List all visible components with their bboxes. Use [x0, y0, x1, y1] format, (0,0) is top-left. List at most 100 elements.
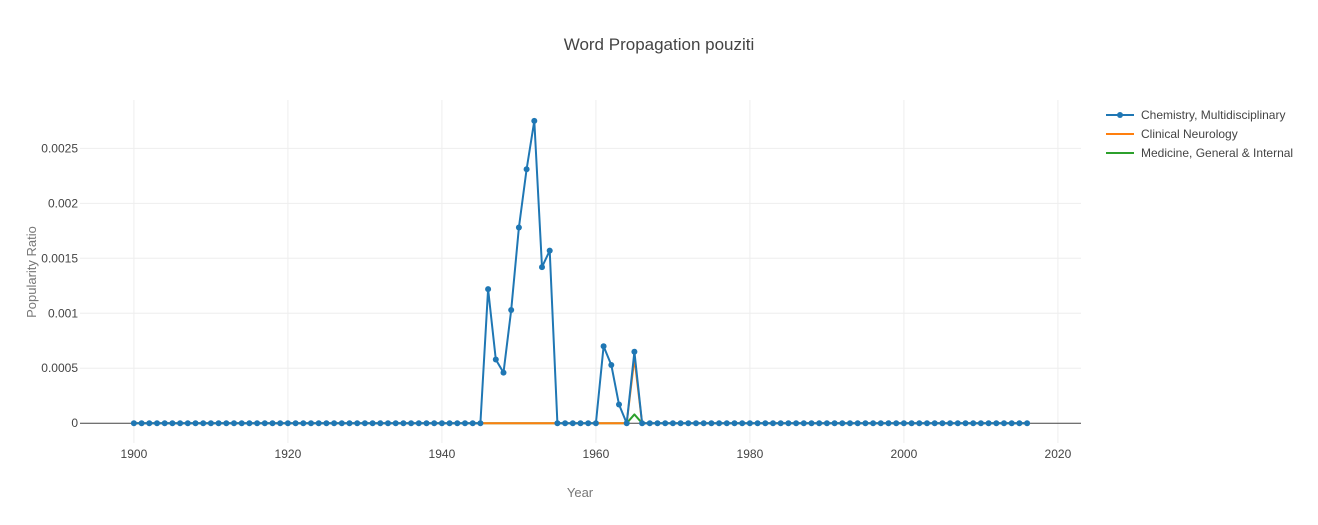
data-point — [315, 420, 322, 427]
legend-item[interactable]: Clinical Neurology — [1104, 124, 1314, 143]
data-point — [762, 420, 769, 427]
data-point — [431, 420, 438, 427]
data-point — [808, 420, 815, 427]
x-tick-label: 1960 — [583, 447, 610, 461]
y-axis: 0 0.0005 0.001 0.0015 0.002 0.0025 — [41, 141, 78, 430]
data-point — [454, 420, 461, 427]
data-point — [446, 420, 453, 427]
data-point — [693, 420, 699, 427]
x-tick-label: 1920 — [275, 447, 302, 461]
data-point — [993, 420, 1000, 427]
data-point — [816, 420, 823, 427]
data-point — [916, 420, 923, 427]
data-point — [231, 420, 237, 427]
data-point — [169, 420, 176, 427]
data-point — [338, 420, 345, 427]
y-tick-label: 0.0005 — [41, 361, 78, 375]
data-point — [377, 420, 384, 427]
y-axis-label: Popularity Ratio — [24, 226, 39, 318]
data-point — [346, 420, 353, 427]
data-point — [408, 420, 415, 427]
data-point — [1024, 420, 1031, 427]
data-point — [685, 420, 692, 427]
data-point — [631, 348, 638, 355]
x-tick-label: 1940 — [429, 447, 456, 461]
data-point — [354, 420, 361, 427]
legend: Chemistry, Multidisciplinary Clinical Neu… — [1104, 105, 1314, 162]
x-tick-label: 2000 — [891, 447, 918, 461]
series-lines — [133, 119, 1028, 425]
data-point — [723, 420, 730, 427]
data-point — [539, 264, 545, 271]
data-point — [207, 420, 214, 427]
data-point — [577, 420, 584, 427]
data-point — [800, 420, 807, 427]
data-point — [1008, 420, 1015, 427]
legend-swatch — [1104, 147, 1136, 159]
data-point — [970, 420, 977, 427]
data-point — [939, 420, 946, 427]
data-point — [862, 420, 869, 427]
data-point — [646, 420, 653, 427]
legend-swatch — [1104, 128, 1136, 140]
data-point — [823, 420, 830, 427]
data-point — [523, 166, 530, 173]
data-point — [654, 420, 661, 427]
legend-swatch — [1104, 109, 1136, 121]
data-point — [893, 420, 900, 427]
data-point — [931, 420, 938, 427]
data-point — [954, 420, 961, 427]
data-point — [269, 420, 276, 427]
data-point — [662, 420, 669, 427]
legend-item[interactable]: Medicine, General & Internal — [1104, 143, 1314, 162]
data-point — [877, 420, 884, 427]
data-point — [554, 420, 561, 427]
data-point — [331, 420, 338, 427]
data-point — [592, 420, 599, 427]
data-point — [785, 420, 792, 427]
data-point — [323, 420, 330, 427]
y-tick-label: 0.002 — [48, 196, 78, 210]
data-point — [854, 420, 861, 427]
data-point — [531, 117, 538, 124]
data-point — [985, 420, 992, 427]
legend-item[interactable]: Chemistry, Multidisciplinary — [1104, 105, 1314, 124]
data-point — [885, 420, 892, 427]
data-point — [361, 420, 368, 427]
data-point — [739, 420, 746, 427]
data-point — [793, 420, 800, 427]
data-point — [716, 420, 723, 427]
legend-label: Clinical Neurology — [1141, 126, 1238, 141]
data-point — [908, 420, 915, 427]
data-point — [477, 420, 484, 427]
data-point — [369, 420, 376, 427]
data-point — [839, 420, 846, 427]
data-point — [438, 420, 445, 427]
data-point — [138, 420, 145, 427]
x-tick-label: 2020 — [1045, 447, 1072, 461]
data-point — [623, 420, 630, 427]
data-point — [569, 420, 576, 427]
data-point — [700, 420, 707, 427]
data-point — [731, 420, 738, 427]
data-point — [154, 420, 160, 427]
y-tick-label: 0.001 — [48, 306, 78, 320]
data-point — [130, 420, 137, 427]
data-point — [200, 420, 207, 427]
data-point — [777, 420, 784, 427]
data-point — [300, 420, 307, 427]
data-point — [184, 420, 191, 427]
data-point — [962, 420, 969, 427]
data-point — [469, 420, 476, 427]
legend-label: Medicine, General & Internal — [1141, 145, 1294, 160]
data-point — [977, 420, 984, 427]
data-point — [600, 343, 607, 350]
data-point — [238, 420, 245, 427]
legend-label: Chemistry, Multidisciplinary — [1141, 107, 1286, 122]
x-tick-label: 1980 — [737, 447, 764, 461]
data-point — [924, 420, 930, 427]
data-point — [215, 420, 222, 427]
data-point — [492, 356, 499, 363]
data-point — [400, 420, 407, 427]
data-point — [515, 224, 522, 231]
